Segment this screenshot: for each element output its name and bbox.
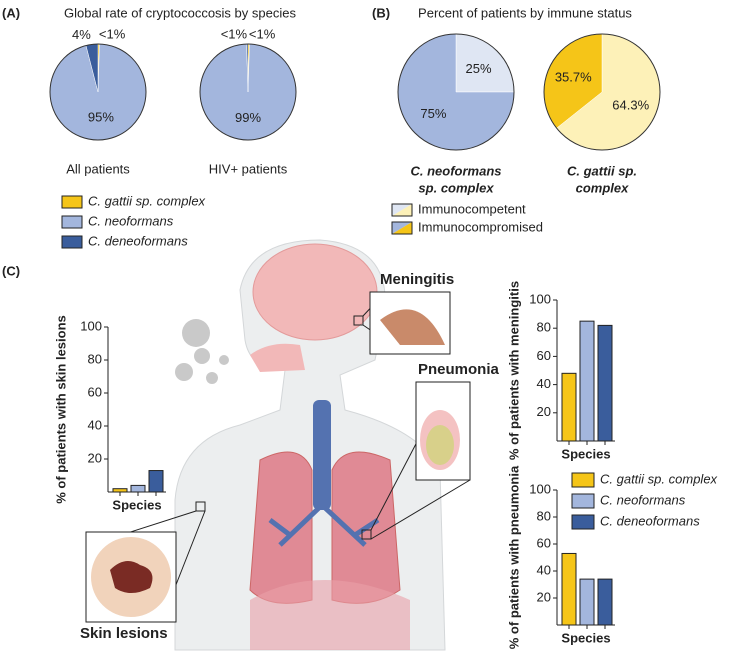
- y-tick-label: 40: [537, 376, 551, 391]
- legend-swatch: [392, 204, 412, 216]
- legend-label: C. neoformans: [88, 213, 174, 228]
- y-tick-label: 20: [537, 589, 551, 604]
- value-label: 95%: [88, 110, 114, 125]
- pie-outline: [49, 43, 147, 141]
- bar: [561, 372, 577, 442]
- bar: [579, 578, 595, 626]
- y-tick-label: 20: [88, 450, 102, 465]
- value-label: <1%: [249, 26, 276, 41]
- value-label: 4%: [72, 27, 91, 42]
- y-tick-label: 20: [537, 404, 551, 419]
- pie-label: HIV+ patients: [209, 161, 288, 176]
- y-tick-label: 40: [537, 562, 551, 577]
- y-axis-label: % of patients with meningitis: [506, 281, 521, 460]
- pie-outline: [199, 43, 297, 141]
- bar: [112, 488, 128, 493]
- legend-swatch: [61, 235, 83, 249]
- y-axis-label: % of patients with skin lesions: [53, 315, 68, 504]
- bar: [597, 578, 613, 626]
- value-label: 35.7%: [555, 70, 592, 85]
- y-tick-label: 100: [80, 318, 102, 333]
- legend-swatch: [391, 221, 413, 235]
- legend-swatch: [571, 493, 595, 509]
- legend-label: Immunocompromised: [418, 219, 543, 234]
- pie-label: sp. complex: [418, 180, 494, 195]
- bar: [130, 484, 146, 493]
- y-tick-label: 60: [537, 535, 551, 550]
- chart-title: Percent of patients by immune status: [418, 5, 632, 20]
- legend-label: Immunocompetent: [418, 201, 526, 216]
- y-tick-label: 40: [88, 417, 102, 432]
- body-illustration: [85, 239, 471, 651]
- y-tick-label: 80: [537, 320, 551, 335]
- panel-label: (C): [2, 263, 20, 278]
- legend-label: C. deneoformans: [88, 233, 188, 248]
- value-label: 75%: [420, 106, 446, 121]
- bar: [597, 324, 613, 442]
- value-label: <1%: [99, 26, 126, 41]
- y-tick-label: 80: [537, 508, 551, 523]
- illustration-label: Meningitis: [380, 271, 454, 288]
- legend-label: C. deneoformans: [600, 513, 700, 528]
- y-tick-label: 100: [529, 481, 551, 496]
- value-label: 25%: [466, 61, 492, 76]
- pie-label: C. gattii sp.: [567, 163, 637, 178]
- bar: [579, 320, 595, 442]
- y-tick-label: 80: [88, 351, 102, 366]
- chart-title: Global rate of cryptococcosis by species: [64, 5, 296, 20]
- value-label: 99%: [235, 110, 261, 125]
- y-tick-label: 60: [537, 348, 551, 363]
- pie-outline: [397, 33, 515, 151]
- legend-label: C. gattii sp. complex: [600, 471, 718, 486]
- y-tick-label: 100: [529, 291, 551, 306]
- panel-label: (B): [372, 5, 390, 20]
- pie-label: C. neoformans: [410, 163, 501, 178]
- pie-outline: [543, 33, 661, 151]
- legend-swatch: [61, 215, 83, 229]
- panel-label: (A): [2, 5, 20, 20]
- x-axis-label: Species: [561, 446, 610, 461]
- y-tick-label: 60: [88, 384, 102, 399]
- value-label: <1%: [221, 26, 248, 41]
- x-axis-label: Species: [561, 630, 610, 645]
- legend-swatch: [391, 203, 413, 217]
- legend-label: C. neoformans: [600, 492, 686, 507]
- x-axis-label: Species: [112, 497, 161, 512]
- legend-swatch: [392, 222, 412, 234]
- bar: [148, 470, 164, 493]
- illustration-label: Skin lesions: [80, 625, 168, 642]
- legend-swatch: [571, 514, 595, 530]
- illustration-label: Pneumonia: [418, 361, 500, 378]
- value-label: 64.3%: [612, 97, 649, 112]
- pie-label: All patients: [66, 161, 130, 176]
- bar: [561, 552, 577, 626]
- pie-label: complex: [576, 180, 630, 195]
- legend-swatch: [61, 195, 83, 209]
- legend-swatch: [571, 472, 595, 488]
- legend-label: C. gattii sp. complex: [88, 193, 206, 208]
- y-axis-label: % of patients with pneumonia: [506, 465, 521, 649]
